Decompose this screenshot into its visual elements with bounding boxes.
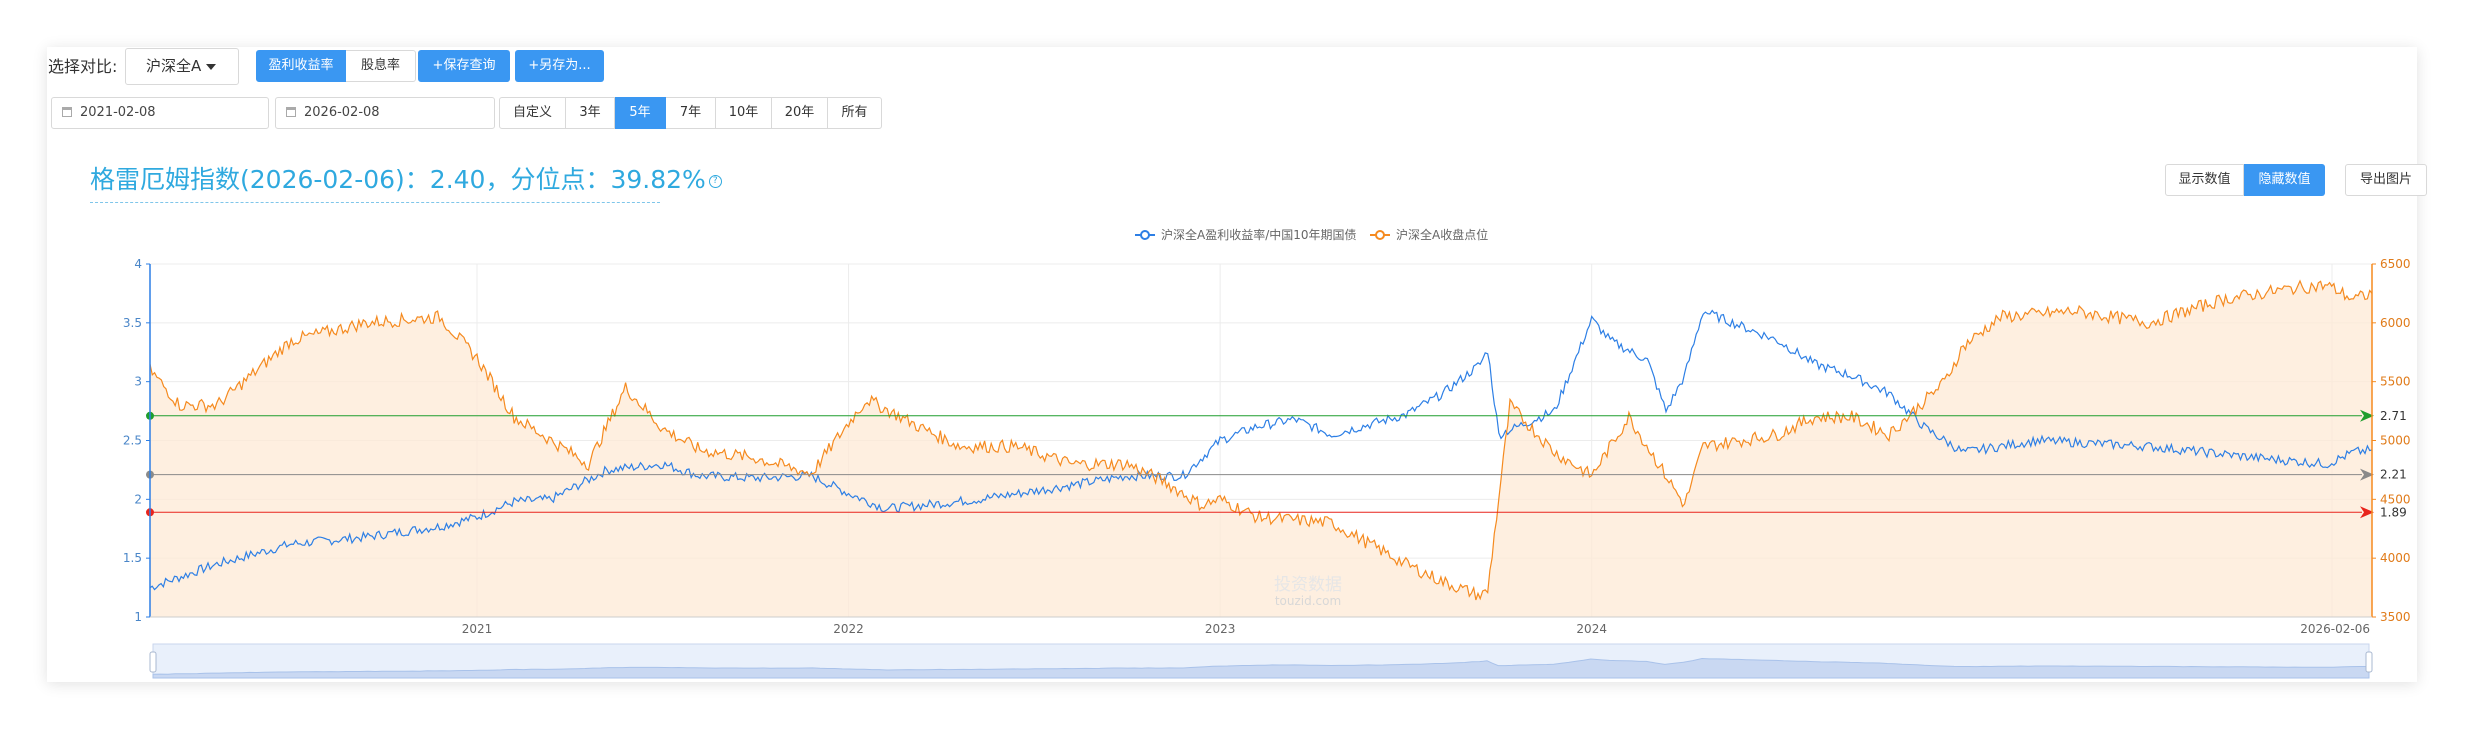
legend[interactable]: 沪深全A盈利收益率/中国10年期国债 沪深全A收盘点位 xyxy=(1135,227,1488,242)
zoom-handle-right xyxy=(2365,651,2373,673)
y-left-tick-label: 4 xyxy=(134,257,142,271)
y-right-tick-label: 5000 xyxy=(2380,434,2411,448)
tab-dividend-yield[interactable]: 股息率 xyxy=(346,50,416,82)
legend-swatch-dot xyxy=(1375,230,1385,240)
y-left-tick-label: 3 xyxy=(134,375,142,389)
start-date-field[interactable]: 2021-02-08 xyxy=(51,97,269,129)
range-20y[interactable]: 20年 xyxy=(772,97,828,129)
end-date-field[interactable]: 2026-02-08 xyxy=(275,97,495,129)
y-right-tick-label: 6500 xyxy=(2380,257,2411,271)
y-left-tick-label: 3.5 xyxy=(123,316,142,330)
series-line-earnings-yield xyxy=(149,309,2373,591)
range-3y[interactable]: 3年 xyxy=(566,97,615,129)
range-all[interactable]: 所有 xyxy=(828,97,882,129)
reference-label: 1.89 xyxy=(2380,505,2407,519)
reference-arrow xyxy=(2360,506,2374,519)
reference-arrow xyxy=(2360,468,2374,481)
headline-underline xyxy=(90,202,660,203)
y-right-tick-label: 6000 xyxy=(2380,316,2411,330)
reference-lines: 2.71 2.21 1.89 xyxy=(146,409,2407,519)
legend-label: 沪深全A盈利收益率/中国10年期国债 xyxy=(1161,227,1357,242)
export-image-button[interactable]: 导出图片 xyxy=(2345,164,2427,196)
axes: 1 1.5 2 2.5 3 3.5 4 3500 4000 4500 5000 5500 6000 650… xyxy=(123,257,2411,636)
y-left-tick-label: 1.5 xyxy=(123,551,142,565)
y-right-tick-label: 3500 xyxy=(2380,610,2411,624)
x-tick-label: 2022 xyxy=(833,622,864,636)
watermark-cn: 投资数据 xyxy=(1274,575,1342,595)
reference-arrow xyxy=(2360,409,2374,422)
zoom-slider[interactable] xyxy=(149,643,2373,679)
tab-earnings-yield[interactable]: 盈利收益率 xyxy=(256,50,346,82)
range-7y[interactable]: 7年 xyxy=(666,97,716,129)
save-query-button[interactable]: +保存查询 xyxy=(418,50,510,82)
series-area-close xyxy=(150,280,2372,617)
range-5y[interactable]: 5年 xyxy=(615,97,666,129)
legend-swatch-dot xyxy=(1140,230,1150,240)
reference-label: 2.71 xyxy=(2380,409,2407,423)
y-left-tick-label: 2.5 xyxy=(123,434,142,448)
legend-label: 沪深全A收盘点位 xyxy=(1396,227,1488,242)
calendar-icon xyxy=(286,107,296,117)
chevron-down-icon xyxy=(206,64,216,70)
reference-label: 2.21 xyxy=(2380,468,2407,482)
x-end-label: 2026-02-06 xyxy=(2300,622,2370,636)
range-custom[interactable]: 自定义 xyxy=(499,97,566,129)
y-right-tick-label: 5500 xyxy=(2380,375,2411,389)
series-line-close xyxy=(149,279,2373,601)
save-as-button[interactable]: +另存为... xyxy=(515,50,604,82)
end-date-value: 2026-02-08 xyxy=(304,105,380,120)
y-right-tick-label: 4500 xyxy=(2380,492,2411,506)
compare-select-value: 沪深全A xyxy=(146,57,202,75)
x-tick-label: 2024 xyxy=(1576,622,1607,636)
compare-label: 选择对比: xyxy=(48,57,118,76)
calendar-icon xyxy=(62,107,72,117)
x-tick-label: 2021 xyxy=(462,622,493,636)
zoom-preview xyxy=(152,657,2370,679)
y-right-tick-label: 4000 xyxy=(2380,551,2411,565)
page-title: 格雷厄姆指数(2026-02-06)：2.40，分位点：39.82%? xyxy=(90,164,722,196)
zoom-handle-left xyxy=(149,651,157,673)
area-layer xyxy=(150,280,2372,617)
graham-index-headline: 格雷厄姆指数(2026-02-06)：2.40，分位点：39.82% xyxy=(90,165,706,194)
hide-values-button[interactable]: 隐藏数值 xyxy=(2244,164,2325,196)
x-tick-label: 2023 xyxy=(1205,622,1236,636)
y-left-tick-label: 2 xyxy=(134,492,142,506)
start-date-value: 2021-02-08 xyxy=(80,105,156,120)
range-10y[interactable]: 10年 xyxy=(716,97,772,129)
watermark-url: touzid.com xyxy=(1275,594,1341,608)
series-layer xyxy=(149,279,2373,601)
show-values-button[interactable]: 显示数值 xyxy=(2165,164,2244,196)
compare-select[interactable]: 沪深全A xyxy=(125,48,239,85)
y-left-tick-label: 1 xyxy=(134,610,142,624)
help-icon[interactable]: ? xyxy=(708,174,722,188)
